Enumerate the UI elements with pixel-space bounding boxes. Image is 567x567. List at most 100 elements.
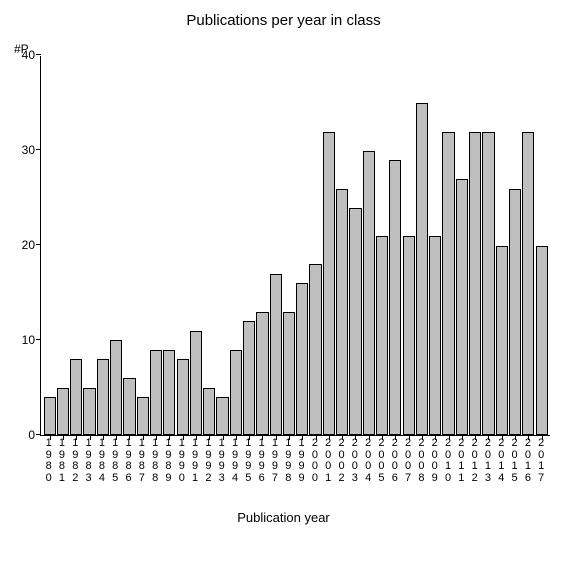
bar-slot bbox=[535, 56, 548, 435]
bar bbox=[416, 103, 428, 435]
bar bbox=[363, 151, 375, 435]
y-tick-mark bbox=[36, 434, 41, 435]
y-tick-label: 10 bbox=[5, 333, 41, 347]
bar-slot bbox=[136, 56, 149, 435]
bar-slot bbox=[309, 56, 322, 435]
bar-slot bbox=[482, 56, 495, 435]
chart-container: Publications per year in class #P 010203… bbox=[0, 0, 567, 567]
y-tick-label: 20 bbox=[5, 238, 41, 252]
bar bbox=[389, 160, 401, 435]
bar bbox=[536, 246, 548, 436]
bar bbox=[349, 208, 361, 435]
bar-slot bbox=[189, 56, 202, 435]
bar bbox=[296, 283, 308, 435]
bar bbox=[83, 388, 95, 435]
bars-group bbox=[41, 56, 550, 435]
y-tick-label: 40 bbox=[5, 48, 41, 62]
x-tick-label: 1 9 8 8 bbox=[149, 438, 162, 484]
x-tick-label: 2 0 0 9 bbox=[428, 438, 441, 484]
bar-slot bbox=[216, 56, 229, 435]
bar-slot bbox=[109, 56, 122, 435]
bar bbox=[456, 179, 468, 435]
x-tick-label: 2 0 1 5 bbox=[508, 438, 521, 484]
plot-area: 010203040 bbox=[40, 56, 550, 436]
bar bbox=[270, 274, 282, 435]
bar bbox=[190, 331, 202, 435]
bar-slot bbox=[495, 56, 508, 435]
x-tick-label: 2 0 1 2 bbox=[468, 438, 481, 484]
x-tick-label: 1 9 9 3 bbox=[215, 438, 228, 484]
x-tick-label: 1 9 8 2 bbox=[69, 438, 82, 484]
y-tick-mark bbox=[36, 339, 41, 340]
bar-slot bbox=[349, 56, 362, 435]
bar-slot bbox=[375, 56, 388, 435]
x-tick-label: 2 0 1 3 bbox=[481, 438, 494, 484]
y-tick-label: 30 bbox=[5, 143, 41, 157]
bar-slot bbox=[322, 56, 335, 435]
x-tick-label: 2 0 1 4 bbox=[495, 438, 508, 484]
bar bbox=[177, 359, 189, 435]
bar-slot bbox=[282, 56, 295, 435]
bar bbox=[110, 340, 122, 435]
bar bbox=[509, 189, 521, 435]
bar-slot bbox=[269, 56, 282, 435]
bar bbox=[376, 236, 388, 435]
chart-title: Publications per year in class bbox=[0, 12, 567, 29]
bar bbox=[216, 397, 228, 435]
x-tick-label: 1 9 8 6 bbox=[122, 438, 135, 484]
bar-slot bbox=[203, 56, 216, 435]
bar-slot bbox=[429, 56, 442, 435]
bar-slot bbox=[96, 56, 109, 435]
bar bbox=[309, 264, 321, 435]
bar-slot bbox=[70, 56, 83, 435]
bar-slot bbox=[402, 56, 415, 435]
bar bbox=[97, 359, 109, 435]
bar bbox=[336, 189, 348, 435]
bar-slot bbox=[455, 56, 468, 435]
x-tick-label: 1 9 8 9 bbox=[162, 438, 175, 484]
x-tick-label: 1 9 8 1 bbox=[55, 438, 68, 484]
x-tick-label: 2 0 0 7 bbox=[401, 438, 414, 484]
bar-slot bbox=[415, 56, 428, 435]
x-tick-label: 2 0 0 2 bbox=[335, 438, 348, 484]
x-axis-label: Publication year bbox=[0, 510, 567, 525]
bar-slot bbox=[229, 56, 242, 435]
x-tick-label: 2 0 1 0 bbox=[441, 438, 454, 484]
bar-slot bbox=[336, 56, 349, 435]
x-tick-label: 1 9 9 1 bbox=[188, 438, 201, 484]
x-tick-label: 1 9 8 5 bbox=[109, 438, 122, 484]
bar-slot bbox=[296, 56, 309, 435]
bar bbox=[57, 388, 69, 435]
bar bbox=[429, 236, 441, 435]
x-tick-label: 1 9 9 2 bbox=[202, 438, 215, 484]
bar bbox=[150, 350, 162, 435]
bar-slot bbox=[469, 56, 482, 435]
bar bbox=[243, 321, 255, 435]
bar-slot bbox=[163, 56, 176, 435]
bar-slot bbox=[43, 56, 56, 435]
bar-slot bbox=[56, 56, 69, 435]
bar bbox=[70, 359, 82, 435]
bar-slot bbox=[508, 56, 521, 435]
bar-slot bbox=[256, 56, 269, 435]
bar-slot bbox=[442, 56, 455, 435]
bar-slot bbox=[123, 56, 136, 435]
bar-slot bbox=[176, 56, 189, 435]
x-tick-label: 1 9 8 7 bbox=[135, 438, 148, 484]
bar-slot bbox=[362, 56, 375, 435]
bar bbox=[522, 132, 534, 435]
x-tick-label: 1 9 9 9 bbox=[295, 438, 308, 484]
y-tick-mark bbox=[36, 54, 41, 55]
x-tick-label: 1 9 8 4 bbox=[95, 438, 108, 484]
x-tick-labels: 1 9 8 01 9 8 11 9 8 21 9 8 31 9 8 41 9 8… bbox=[40, 438, 550, 484]
x-tick-label: 1 9 9 5 bbox=[242, 438, 255, 484]
bar bbox=[163, 350, 175, 435]
bar-slot bbox=[149, 56, 162, 435]
x-tick-label: 2 0 1 6 bbox=[521, 438, 534, 484]
x-tick-label: 2 0 1 1 bbox=[455, 438, 468, 484]
x-tick-label: 2 0 0 1 bbox=[322, 438, 335, 484]
bar-slot bbox=[242, 56, 255, 435]
bar-slot bbox=[83, 56, 96, 435]
bar bbox=[442, 132, 454, 435]
bar-slot bbox=[522, 56, 535, 435]
